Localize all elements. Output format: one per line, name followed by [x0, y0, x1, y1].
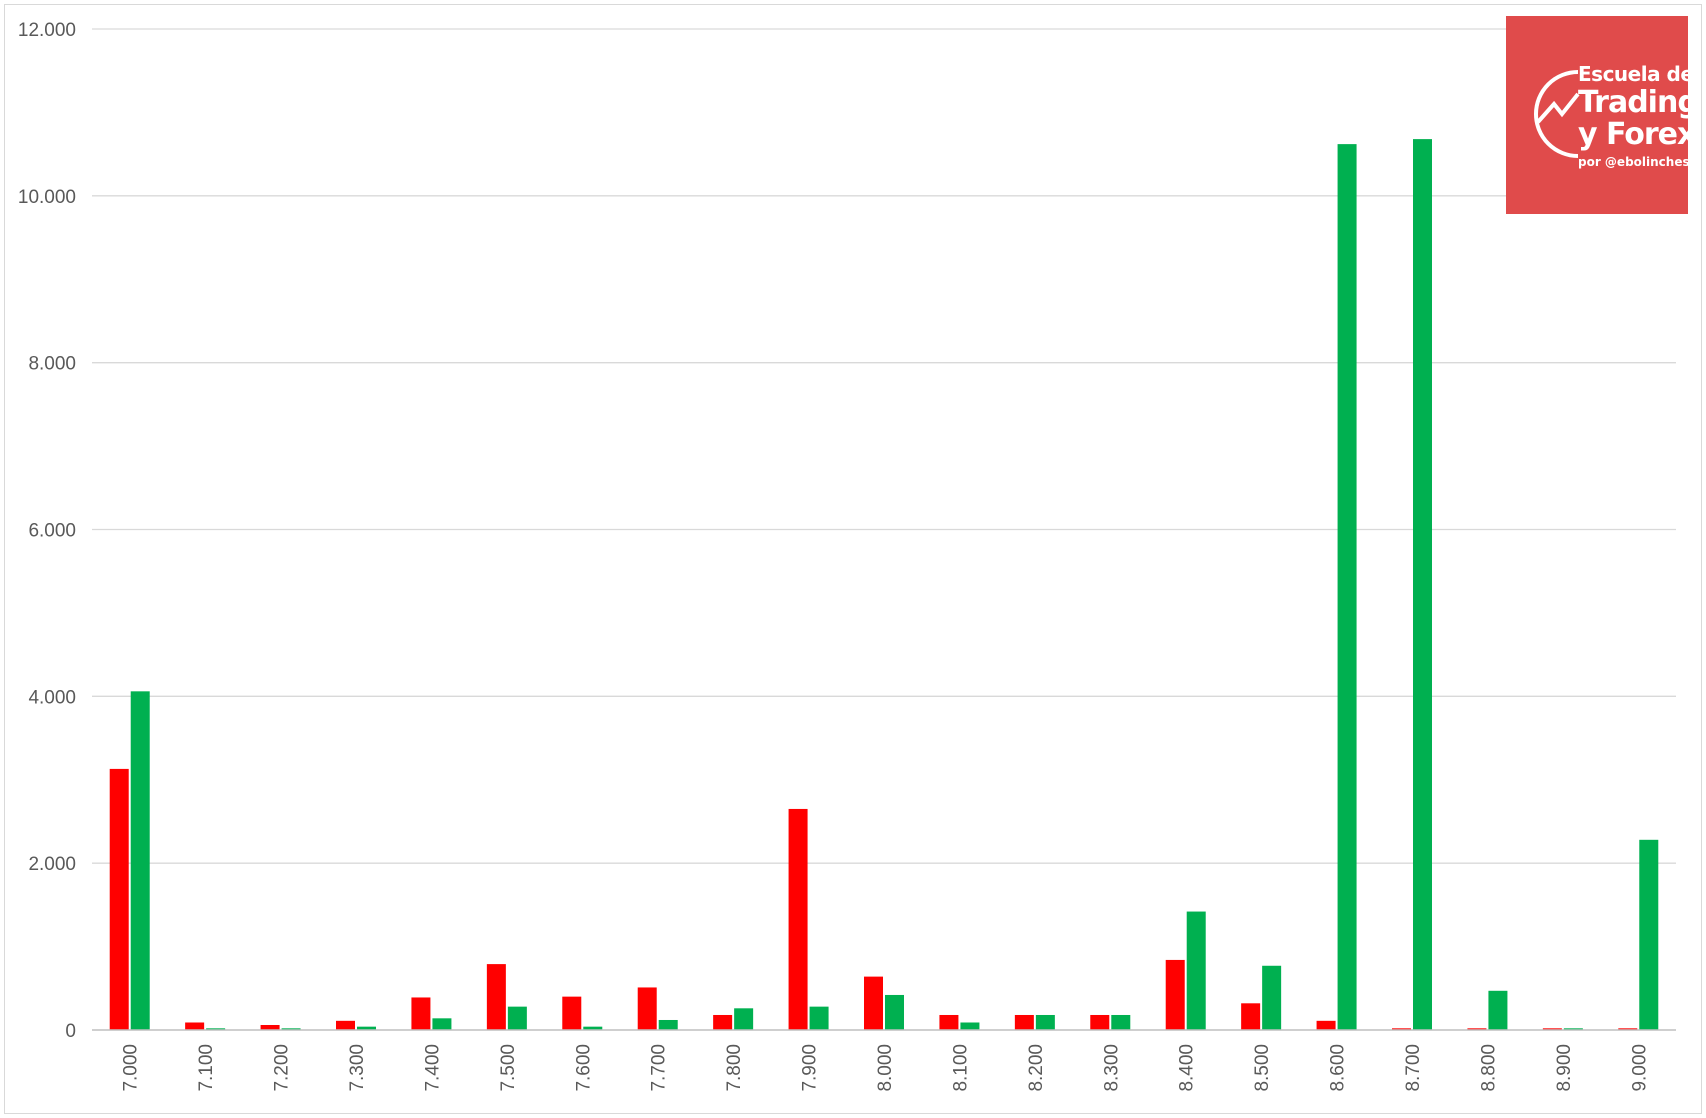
- red-bar-8.200: [1014, 1014, 1034, 1030]
- x-tick-label: 8.000: [875, 1044, 896, 1092]
- green-bar-7.100: [206, 1028, 226, 1030]
- x-tick-label: 7.200: [272, 1044, 293, 1092]
- red-bar-7.100: [185, 1022, 205, 1030]
- red-bar-8.100: [939, 1014, 959, 1030]
- red-bar-7.300: [336, 1020, 355, 1030]
- red-bar-7.800: [713, 1014, 733, 1030]
- x-tick-label: 7.300: [347, 1044, 368, 1092]
- y-tick-label: 8.000: [28, 354, 76, 375]
- green-bar-8.100: [960, 1022, 980, 1030]
- red-bar-8.300: [1090, 1014, 1110, 1030]
- x-tick-label: 7.900: [800, 1044, 821, 1092]
- x-tick-label: 8.800: [1478, 1044, 1499, 1092]
- green-bar-8.500: [1262, 965, 1282, 1030]
- green-bar-9.000: [1639, 839, 1659, 1030]
- y-tick-label: 4.000: [28, 687, 76, 708]
- green-bar-7.800: [734, 1008, 754, 1030]
- x-tick-label: 8.100: [950, 1044, 971, 1092]
- trading-chart-logo-icon: [1534, 70, 1580, 158]
- x-tick-label: 8.900: [1554, 1044, 1575, 1092]
- logo-line-4: por @ebolinches: [1578, 155, 1690, 169]
- red-bar-7.400: [411, 997, 431, 1030]
- red-bar-7.600: [562, 996, 582, 1030]
- green-bar-7.600: [583, 1026, 603, 1030]
- bars: [109, 139, 1659, 1031]
- x-tick-label: 8.700: [1403, 1044, 1424, 1092]
- y-tick-label: 10.000: [18, 187, 76, 208]
- green-bar-8.200: [1035, 1014, 1055, 1030]
- x-tick-label: 7.000: [121, 1044, 142, 1092]
- x-tick-label: 7.700: [649, 1044, 670, 1092]
- logo-line-1: Escuela de: [1578, 62, 1694, 86]
- green-bar-8.700: [1413, 139, 1432, 1031]
- x-tick-label: 8.300: [1101, 1044, 1122, 1092]
- x-tick-label: 8.600: [1328, 1044, 1349, 1092]
- x-tick-label: 8.200: [1026, 1044, 1047, 1092]
- x-tick-label: 8.400: [1177, 1044, 1198, 1092]
- green-bar-7.900: [809, 1006, 829, 1030]
- red-bar-8.400: [1165, 959, 1185, 1030]
- red-bar-7.500: [486, 964, 506, 1030]
- red-bar-8.000: [864, 976, 883, 1030]
- x-tick-label: 9.000: [1629, 1044, 1650, 1092]
- green-bar-7.000: [130, 691, 150, 1030]
- y-axis-tick-labels: 0 2.000 4.000 6.000 8.000 10.000 12.000: [18, 20, 76, 1042]
- red-bar-7.700: [637, 987, 657, 1030]
- red-bar-8.900: [1542, 1028, 1562, 1030]
- x-tick-label: 7.400: [422, 1044, 443, 1092]
- x-tick-label: 7.600: [573, 1044, 594, 1092]
- y-tick-label: 2.000: [28, 854, 76, 875]
- logo-line-3: y Forex: [1578, 117, 1696, 152]
- green-bar-8.900: [1563, 1028, 1583, 1030]
- green-bar-7.200: [281, 1028, 301, 1030]
- gridlines: [92, 28, 1676, 864]
- green-bar-7.500: [507, 1006, 527, 1030]
- y-tick-label: 12.000: [18, 20, 76, 41]
- y-tick-label: 6.000: [28, 521, 76, 542]
- red-bar-8.600: [1316, 1020, 1336, 1030]
- x-axis-tick-labels: 7.000 7.100 7.200 7.300 7.400 7.500 7.600 7.700…: [121, 1044, 1651, 1092]
- green-bar-8.800: [1488, 990, 1508, 1030]
- green-bar-7.300: [357, 1026, 376, 1030]
- green-bar-8.400: [1186, 911, 1206, 1030]
- red-bar-8.700: [1392, 1028, 1411, 1030]
- green-bar-8.300: [1111, 1014, 1131, 1030]
- logo-line-2: Trading: [1578, 85, 1699, 120]
- red-bar-7.000: [109, 768, 129, 1030]
- green-bar-7.700: [658, 1019, 678, 1030]
- x-tick-label: 7.500: [498, 1044, 519, 1092]
- brand-logo: Escuela de Trading y Forex por @ebolinch…: [1506, 16, 1699, 214]
- green-bar-7.400: [432, 1018, 452, 1030]
- logo-text: Escuela de Trading y Forex por @ebolinch…: [1578, 62, 1699, 169]
- green-bar-8.600: [1337, 144, 1357, 1031]
- red-bar-8.800: [1467, 1028, 1487, 1030]
- red-bar-7.900: [788, 808, 808, 1030]
- green-bar-8.000: [885, 994, 904, 1030]
- x-tick-label: 8.500: [1252, 1044, 1273, 1092]
- x-tick-label: 7.100: [196, 1044, 217, 1092]
- red-bar-9.000: [1618, 1028, 1638, 1030]
- red-bar-7.200: [260, 1024, 280, 1030]
- red-bar-8.500: [1241, 1003, 1261, 1030]
- y-tick-label: 0: [65, 1021, 76, 1042]
- x-tick-label: 7.800: [724, 1044, 745, 1092]
